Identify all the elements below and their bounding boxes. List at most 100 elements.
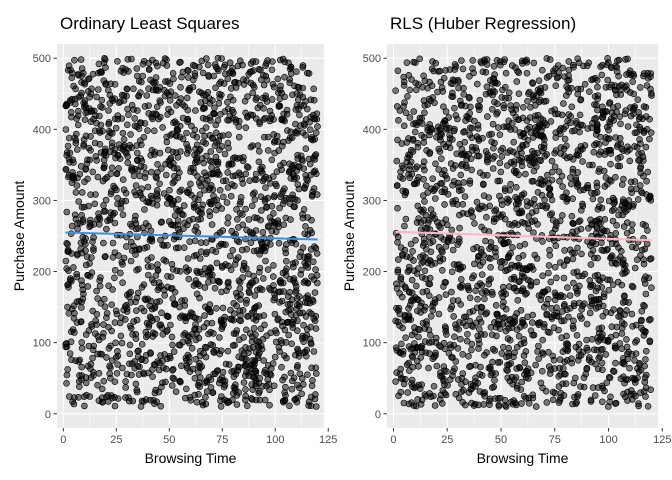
data-point (568, 127, 576, 135)
data-point (145, 66, 153, 73)
data-point (93, 310, 101, 318)
data-point (237, 57, 244, 65)
data-point (640, 301, 647, 309)
data-point (569, 255, 577, 263)
data-point (242, 205, 249, 213)
data-point (203, 248, 211, 256)
data-point (405, 151, 412, 159)
data-point (100, 239, 107, 247)
data-point (269, 360, 277, 367)
data-point (459, 398, 467, 406)
data-point (145, 85, 152, 92)
data-point (532, 207, 540, 215)
data-point (518, 219, 526, 226)
data-point (183, 385, 190, 393)
data-point (631, 357, 638, 364)
data-point (422, 245, 430, 253)
data-point (546, 252, 554, 259)
data-point (66, 149, 74, 157)
data-point (97, 299, 105, 307)
data-point (172, 244, 180, 252)
data-point (524, 154, 531, 162)
data-point (523, 69, 531, 77)
data-point (128, 247, 136, 254)
data-point (147, 192, 155, 200)
data-point (194, 229, 202, 236)
data-point (294, 83, 302, 91)
data-point (279, 322, 286, 330)
data-point (244, 164, 252, 171)
data-point (152, 74, 160, 81)
data-point (620, 223, 628, 230)
data-point (99, 398, 106, 406)
data-point (574, 393, 581, 400)
data-point (534, 348, 541, 355)
data-point (566, 174, 574, 181)
data-point (134, 362, 142, 370)
data-point (299, 309, 307, 317)
data-point (609, 217, 617, 225)
data-point (513, 102, 520, 109)
data-point (570, 279, 577, 287)
data-point (160, 364, 167, 372)
data-point (167, 321, 174, 329)
data-point (394, 256, 402, 263)
data-point (410, 257, 417, 264)
data-point (471, 220, 478, 227)
data-point (543, 311, 551, 319)
data-point (527, 327, 535, 335)
data-point (73, 273, 81, 281)
data-point (69, 173, 76, 181)
data-point (276, 278, 284, 286)
data-point (560, 274, 568, 282)
data-point (564, 284, 571, 291)
data-point (450, 313, 458, 320)
data-point (565, 66, 573, 74)
data-point (549, 396, 557, 404)
data-point (190, 201, 198, 208)
data-point (610, 206, 618, 213)
data-point (628, 310, 636, 318)
data-point (130, 85, 137, 93)
data-point (270, 262, 277, 269)
data-point (451, 162, 459, 169)
data-point (273, 182, 280, 190)
data-point (459, 65, 467, 73)
data-point (480, 401, 488, 408)
data-point (642, 143, 650, 151)
data-point (612, 134, 620, 141)
chart-title: RLS (Huber Regression) (390, 14, 576, 33)
data-point (596, 165, 603, 173)
data-point (543, 74, 551, 81)
data-point (129, 331, 136, 338)
data-point (91, 200, 99, 208)
data-point (516, 209, 524, 217)
data-point (436, 148, 444, 155)
data-point (216, 334, 223, 341)
y-tick-label: 500 (33, 53, 51, 65)
data-point (247, 239, 255, 246)
data-point (112, 307, 120, 315)
data-point (544, 328, 552, 336)
data-point (71, 329, 78, 336)
data-point (109, 239, 117, 247)
data-point (559, 307, 566, 315)
data-point (289, 263, 297, 271)
data-point (224, 139, 232, 147)
data-point (614, 155, 622, 162)
data-point (134, 156, 141, 164)
data-point (632, 350, 640, 358)
data-point (617, 312, 624, 320)
data-point (488, 369, 496, 377)
data-point (496, 258, 504, 266)
data-point (133, 388, 141, 396)
data-point (648, 284, 655, 292)
regression-line (65, 231, 318, 241)
data-point (248, 338, 256, 345)
data-point (119, 176, 127, 183)
data-point (577, 96, 584, 104)
data-point (493, 100, 501, 107)
data-point (504, 374, 512, 382)
data-point (198, 205, 205, 213)
data-point (536, 123, 543, 130)
